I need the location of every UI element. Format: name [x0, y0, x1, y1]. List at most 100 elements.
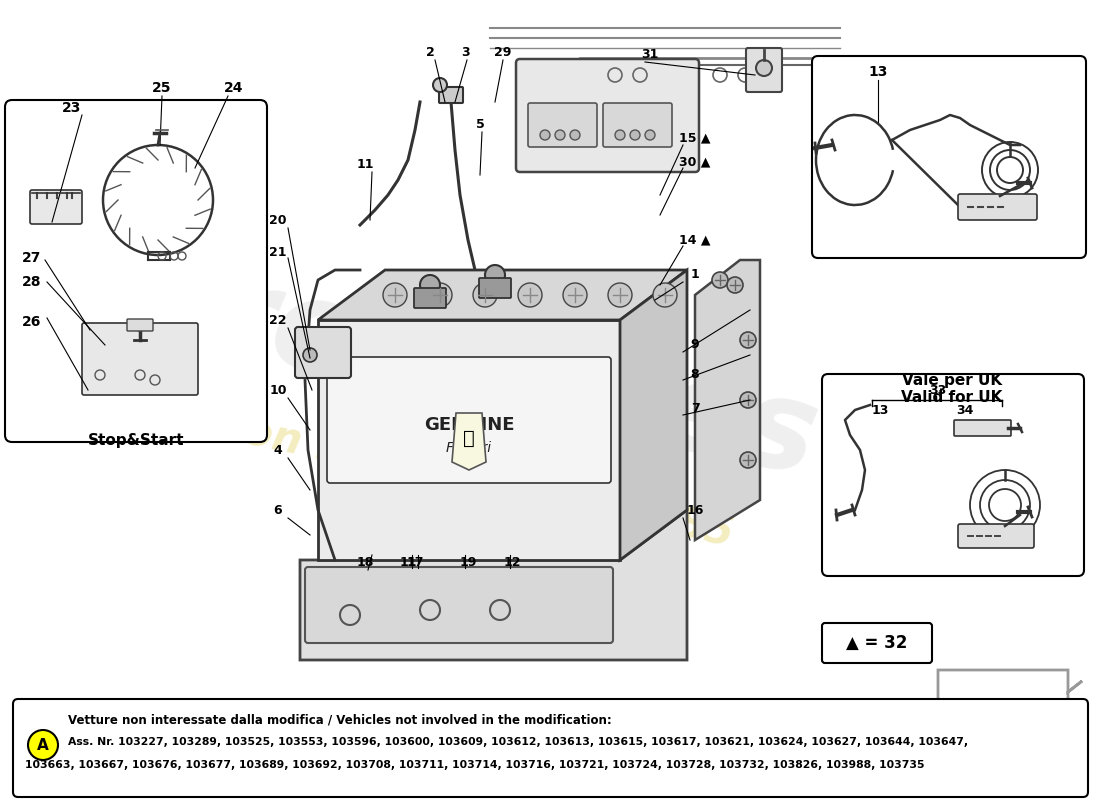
- Circle shape: [28, 730, 58, 760]
- Circle shape: [135, 321, 145, 331]
- Circle shape: [302, 348, 317, 362]
- Circle shape: [518, 283, 542, 307]
- FancyBboxPatch shape: [516, 59, 698, 172]
- Circle shape: [608, 283, 632, 307]
- FancyBboxPatch shape: [327, 357, 610, 483]
- Text: 20: 20: [270, 214, 287, 226]
- Circle shape: [653, 283, 676, 307]
- Text: Valid for UK: Valid for UK: [901, 390, 1003, 406]
- Text: 1: 1: [691, 269, 700, 282]
- Circle shape: [570, 130, 580, 140]
- FancyBboxPatch shape: [6, 100, 267, 442]
- Polygon shape: [620, 270, 688, 560]
- Text: Vale per UK: Vale per UK: [902, 373, 1002, 387]
- FancyBboxPatch shape: [812, 56, 1086, 258]
- Text: 28: 28: [22, 275, 42, 289]
- Text: ▲ = 32: ▲ = 32: [846, 634, 907, 652]
- Text: 9: 9: [691, 338, 700, 351]
- Text: 13: 13: [868, 65, 888, 79]
- Circle shape: [630, 130, 640, 140]
- FancyBboxPatch shape: [126, 319, 153, 331]
- Text: 22: 22: [270, 314, 287, 326]
- Circle shape: [540, 130, 550, 140]
- Polygon shape: [318, 270, 688, 320]
- FancyBboxPatch shape: [30, 190, 82, 224]
- Polygon shape: [300, 510, 688, 660]
- Text: 15 ▲: 15 ▲: [680, 131, 711, 145]
- FancyBboxPatch shape: [603, 103, 672, 147]
- Circle shape: [615, 130, 625, 140]
- Text: 🐎: 🐎: [463, 429, 475, 447]
- Text: GENUINE: GENUINE: [424, 416, 515, 434]
- FancyBboxPatch shape: [439, 87, 463, 103]
- Text: 2: 2: [426, 46, 434, 58]
- Text: 12: 12: [504, 555, 520, 569]
- FancyBboxPatch shape: [82, 323, 198, 395]
- Text: 5: 5: [475, 118, 484, 131]
- FancyBboxPatch shape: [958, 194, 1037, 220]
- Polygon shape: [695, 260, 760, 540]
- Circle shape: [756, 60, 772, 76]
- Circle shape: [383, 283, 407, 307]
- FancyBboxPatch shape: [746, 48, 782, 92]
- Text: 11: 11: [399, 555, 417, 569]
- Text: 27: 27: [22, 251, 42, 265]
- Text: 19: 19: [460, 555, 476, 569]
- Text: 8: 8: [691, 369, 700, 382]
- Circle shape: [712, 272, 728, 288]
- Circle shape: [740, 452, 756, 468]
- Text: 21: 21: [270, 246, 287, 258]
- Polygon shape: [452, 413, 486, 470]
- Text: 23: 23: [63, 101, 81, 115]
- Circle shape: [740, 332, 756, 348]
- Text: 10: 10: [270, 383, 287, 397]
- Text: 17: 17: [406, 555, 424, 569]
- FancyBboxPatch shape: [958, 524, 1034, 548]
- Text: 3: 3: [461, 46, 470, 58]
- FancyBboxPatch shape: [822, 374, 1084, 576]
- Circle shape: [563, 283, 587, 307]
- Circle shape: [433, 78, 447, 92]
- Text: Ass. Nr. 103227, 103289, 103525, 103553, 103596, 103600, 103609, 103612, 103613,: Ass. Nr. 103227, 103289, 103525, 103553,…: [68, 737, 968, 747]
- Circle shape: [556, 130, 565, 140]
- Text: 24: 24: [224, 81, 244, 95]
- Circle shape: [727, 277, 742, 293]
- FancyBboxPatch shape: [954, 420, 1011, 436]
- Circle shape: [420, 275, 440, 295]
- FancyBboxPatch shape: [295, 327, 351, 378]
- Text: 33: 33: [930, 383, 947, 397]
- Text: 26: 26: [22, 315, 42, 329]
- Circle shape: [485, 265, 505, 285]
- FancyBboxPatch shape: [414, 288, 446, 308]
- Text: 11: 11: [356, 158, 374, 171]
- Text: 16: 16: [686, 503, 704, 517]
- Polygon shape: [318, 320, 620, 560]
- Text: 25: 25: [152, 81, 172, 95]
- Text: 4: 4: [274, 443, 283, 457]
- Circle shape: [428, 283, 452, 307]
- Text: Vetture non interessate dalla modifica / Vehicles not involved in the modificati: Vetture non interessate dalla modifica /…: [68, 714, 612, 726]
- FancyBboxPatch shape: [305, 567, 613, 643]
- Text: 14 ▲: 14 ▲: [680, 234, 711, 246]
- Text: Ferrari: Ferrari: [446, 441, 492, 455]
- Text: passion for motoring 1985: passion for motoring 1985: [122, 385, 738, 555]
- Text: 30 ▲: 30 ▲: [680, 155, 711, 169]
- Text: A: A: [37, 738, 48, 753]
- Circle shape: [740, 392, 756, 408]
- Text: 31: 31: [641, 49, 659, 62]
- Text: 29: 29: [494, 46, 512, 58]
- Text: 7: 7: [691, 402, 700, 414]
- FancyBboxPatch shape: [822, 623, 932, 663]
- Text: 13: 13: [871, 403, 889, 417]
- Text: 34: 34: [956, 403, 974, 417]
- FancyBboxPatch shape: [478, 278, 512, 298]
- Text: Stop&Start: Stop&Start: [88, 433, 185, 447]
- Text: 18: 18: [356, 555, 374, 569]
- Text: 103663, 103667, 103676, 103677, 103689, 103692, 103708, 103711, 103714, 103716, : 103663, 103667, 103676, 103677, 103689, …: [25, 760, 924, 770]
- FancyBboxPatch shape: [528, 103, 597, 147]
- FancyBboxPatch shape: [13, 699, 1088, 797]
- Text: eurospares: eurospares: [31, 218, 829, 502]
- Circle shape: [645, 130, 654, 140]
- Circle shape: [473, 283, 497, 307]
- Text: 6: 6: [274, 503, 283, 517]
